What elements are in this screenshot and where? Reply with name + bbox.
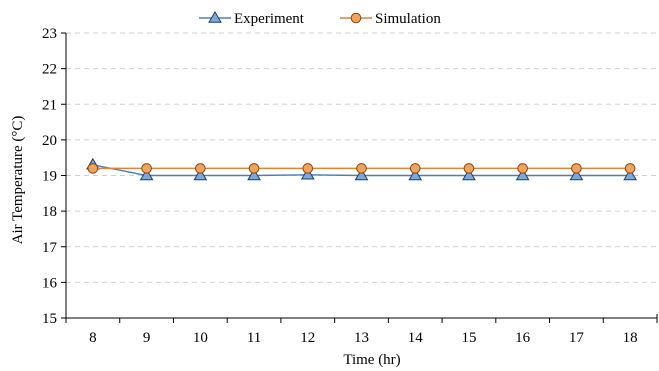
data-point-experiment-14 (408, 168, 423, 181)
data-point-experiment-13 (354, 168, 369, 181)
data-point-simulation-10 (195, 163, 206, 174)
x-tick-label-12: 12 (300, 330, 315, 346)
data-point-experiment-18 (623, 168, 638, 181)
y-tick-label-22: 22 (42, 62, 57, 78)
data-point-simulation-16 (517, 163, 528, 174)
legend-item-simulation: Simulation (340, 11, 441, 27)
x-tick-label-10: 10 (193, 330, 208, 346)
y-tick-label-19: 19 (42, 169, 57, 185)
data-point-simulation-9 (141, 163, 152, 174)
legend-marker-simulation (350, 12, 362, 24)
x-tick-label-9: 9 (143, 330, 151, 346)
x-tick-label-14: 14 (408, 330, 424, 346)
data-point-experiment-10 (193, 168, 208, 181)
gridlines (66, 32, 657, 283)
x-tick-labels: 8 9 10 11 12 13 14 15 16 17 18 (89, 330, 638, 346)
data-point-experiment-15 (462, 168, 476, 181)
y-tick-label-21: 21 (42, 97, 57, 113)
series-group (85, 157, 638, 181)
legend-marker-experiment (208, 11, 222, 23)
x-tick-label-16: 16 (515, 330, 531, 346)
y-tick-label-23: 23 (42, 26, 57, 42)
axes (61, 32, 658, 323)
y-tick-labels: 15 16 17 18 19 20 21 22 23 (42, 26, 58, 327)
y-tick-label-17: 17 (42, 240, 58, 256)
data-point-simulation-14 (409, 163, 421, 174)
y-axis-title: Air Temperature (°C) (10, 116, 26, 245)
legend: Experiment Simulation (199, 11, 441, 27)
x-axis-title: Time (hr) (343, 352, 400, 368)
x-tick-label-13: 13 (354, 330, 369, 346)
y-tick-label-15: 15 (42, 311, 57, 327)
legend-item-experiment: Experiment (199, 11, 305, 27)
x-tick-label-8: 8 (89, 330, 97, 346)
data-point-experiment-16 (515, 168, 530, 181)
data-point-experiment-9 (139, 168, 154, 181)
data-point-simulation-11 (248, 163, 260, 174)
data-point-simulation-12 (302, 163, 314, 174)
y-tick-label-18: 18 (42, 204, 57, 220)
legend-label-experiment: Experiment (234, 11, 305, 27)
data-point-simulation-8 (87, 163, 99, 174)
legend-label-simulation: Simulation (375, 11, 441, 27)
x-tick-label-11: 11 (247, 330, 261, 346)
data-point-simulation-15 (463, 163, 475, 174)
x-tick-label-18: 18 (623, 330, 638, 346)
data-point-simulation-18 (624, 163, 636, 174)
data-point-experiment-11 (247, 168, 261, 181)
data-point-experiment-17 (569, 168, 584, 181)
x-tick-label-15: 15 (461, 330, 476, 346)
series-simulation (87, 163, 636, 174)
series-experiment (85, 157, 638, 181)
y-tick-label-20: 20 (42, 133, 57, 149)
data-point-simulation-17 (571, 163, 582, 174)
data-point-simulation-13 (356, 163, 367, 174)
y-tick-label-16: 16 (42, 275, 58, 291)
data-point-experiment-12 (300, 167, 315, 180)
x-tick-label-17: 17 (569, 330, 585, 346)
